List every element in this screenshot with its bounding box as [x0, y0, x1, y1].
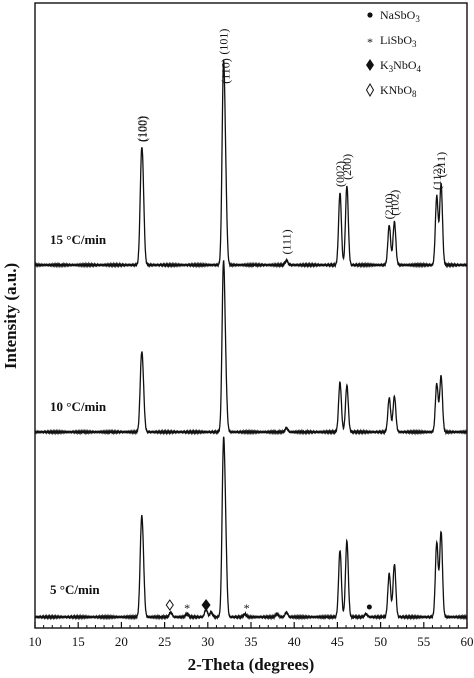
peak-labels: (100)(100)(101)(110)(111)(002)(200)(210)… [134, 29, 448, 255]
x-tick-label: 15 [72, 634, 85, 649]
x-tick-label: 60 [461, 634, 474, 649]
x-axis-title: 2-Theta (degrees) [188, 655, 315, 674]
peak-label: (111) [279, 229, 293, 254]
peak-label: (112) [430, 164, 444, 190]
marker-nasbo3 [366, 604, 372, 610]
peak-label: (101) [216, 29, 230, 55]
x-tick-label: 40 [288, 634, 301, 649]
x-tick-label: 50 [374, 634, 387, 649]
x-tick-label: 45 [331, 634, 344, 649]
peak-label: (102) [387, 190, 401, 216]
legend-label: K3NbO4 [380, 58, 422, 74]
legend-symbol-nasbo3 [367, 12, 373, 18]
legend-label: NaSbO3 [380, 8, 420, 24]
series-traces [34, 59, 468, 621]
peak-label: (100) [134, 116, 148, 142]
marker-lisbo3: * [184, 601, 190, 615]
x-tick-label: 35 [245, 634, 258, 649]
x-tick-label: 30 [201, 634, 214, 649]
peak-label: (210) [382, 193, 396, 219]
legend: NaSbO3 * LiSbO3 K3NbO4 KNbO8 [365, 8, 422, 99]
marker-k3nbo4 [201, 599, 211, 611]
legend-symbol-lisbo3: * [367, 35, 373, 49]
peak-label: (110) [219, 58, 233, 84]
x-tick-label: 20 [115, 634, 128, 649]
legend-symbol-knbo8 [365, 83, 375, 97]
marker-knbo8 [165, 599, 174, 611]
series-line-2 [34, 259, 468, 436]
peak-label: (100) [136, 116, 150, 142]
x-axis: 10 15 20 25 30 35 40 45 50 55 60 [29, 622, 474, 649]
legend-label: KNbO8 [380, 83, 417, 99]
series-line-1 [34, 59, 468, 269]
y-axis-title: Intensity (a.u.) [1, 263, 20, 369]
legend-symbol-k3nbo4 [366, 59, 374, 71]
series-name-3: 5 °C/min [50, 582, 100, 597]
series-names: 15 °C/min 10 °C/min 5 °C/min [50, 232, 107, 597]
peak-label: (002) [333, 161, 347, 187]
x-tick-label: 10 [29, 634, 42, 649]
legend-label: LiSbO3 [380, 33, 417, 49]
x-tick-label: 25 [158, 634, 171, 649]
marker-lisbo3: * [244, 601, 250, 615]
peak-label: (200) [340, 154, 354, 180]
series-name-2: 10 °C/min [50, 399, 107, 414]
phase-markers: * * [165, 599, 372, 615]
series-name-1: 15 °C/min [50, 232, 107, 247]
x-tick-label: 55 [417, 634, 430, 649]
peak-label: (211) [434, 152, 448, 178]
series-line-3 [34, 436, 468, 621]
